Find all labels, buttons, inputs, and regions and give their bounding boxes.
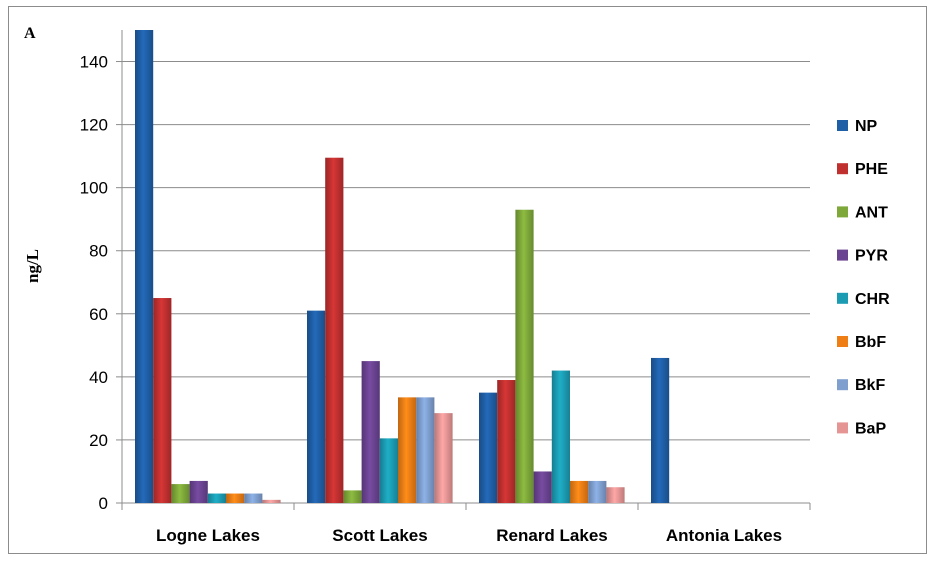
legend-label-bap: BaP (855, 420, 886, 437)
bar-bap-renard-lakes (606, 487, 625, 503)
bar-pyr-scott-lakes (361, 361, 380, 503)
bar-np-logne-lakes (135, 30, 154, 503)
legend-swatch-pyr (837, 249, 848, 261)
x-category-label: Renard Lakes (496, 526, 608, 545)
y-tick-label: 40 (89, 368, 108, 387)
legend-swatch-chr (837, 292, 848, 304)
bar-bkf-logne-lakes (244, 493, 263, 503)
x-category-label: Logne Lakes (156, 526, 260, 545)
y-tick-label: 140 (80, 53, 108, 72)
bar-chr-logne-lakes (207, 493, 226, 503)
y-tick-label: 20 (89, 431, 108, 450)
y-tick-label: 80 (89, 242, 108, 261)
legend-label-bbf: BbF (855, 334, 886, 351)
bar-phe-logne-lakes (153, 298, 172, 503)
legend-label-ant: ANT (855, 204, 888, 221)
panel-label: A (24, 25, 36, 42)
y-tick-label: 0 (99, 494, 108, 513)
bar-phe-renard-lakes (497, 380, 516, 503)
bar-bkf-scott-lakes (416, 397, 435, 503)
bar-bap-scott-lakes (434, 413, 453, 503)
bar-pyr-renard-lakes (533, 471, 552, 503)
bar-ant-scott-lakes (343, 490, 362, 503)
legend-swatch-bap (837, 422, 848, 434)
bar-ant-renard-lakes (515, 209, 534, 504)
bar-bbf-logne-lakes (226, 493, 245, 503)
legend-label-phe: PHE (855, 161, 888, 178)
bar-pyr-logne-lakes (189, 480, 208, 503)
legend-swatch-ant (837, 206, 848, 218)
bar-np-renard-lakes (479, 392, 498, 503)
x-category-label: Scott Lakes (332, 526, 427, 545)
bar-bbf-renard-lakes (570, 480, 589, 503)
y-tick-label: 60 (89, 305, 108, 324)
bar-bbf-scott-lakes (398, 397, 417, 503)
bar-chr-renard-lakes (551, 370, 570, 503)
legend-label-np: NP (855, 118, 878, 135)
bar-np-antonia-lakes (651, 357, 670, 503)
legend-label-chr: CHR (855, 291, 890, 308)
bar-chr-scott-lakes (379, 438, 398, 503)
bar-np-scott-lakes (307, 310, 326, 503)
bar-phe-scott-lakes (325, 157, 344, 503)
x-category-label: Antonia Lakes (666, 526, 782, 545)
legend-label-bkf: BkF (855, 377, 885, 394)
y-tick-label: 100 (80, 179, 108, 198)
y-tick-label: 120 (80, 116, 108, 135)
legend-label-pyr: PYR (855, 248, 888, 265)
y-axis-label: ng/L (23, 249, 42, 283)
bar-bap-logne-lakes (262, 499, 281, 503)
legend-swatch-bbf (837, 336, 848, 347)
bar-ant-logne-lakes (171, 484, 190, 503)
bar-bkf-renard-lakes (588, 480, 607, 503)
legend-swatch-np (837, 120, 848, 131)
legend-swatch-bkf (837, 379, 848, 391)
legend-swatch-phe (837, 163, 848, 175)
